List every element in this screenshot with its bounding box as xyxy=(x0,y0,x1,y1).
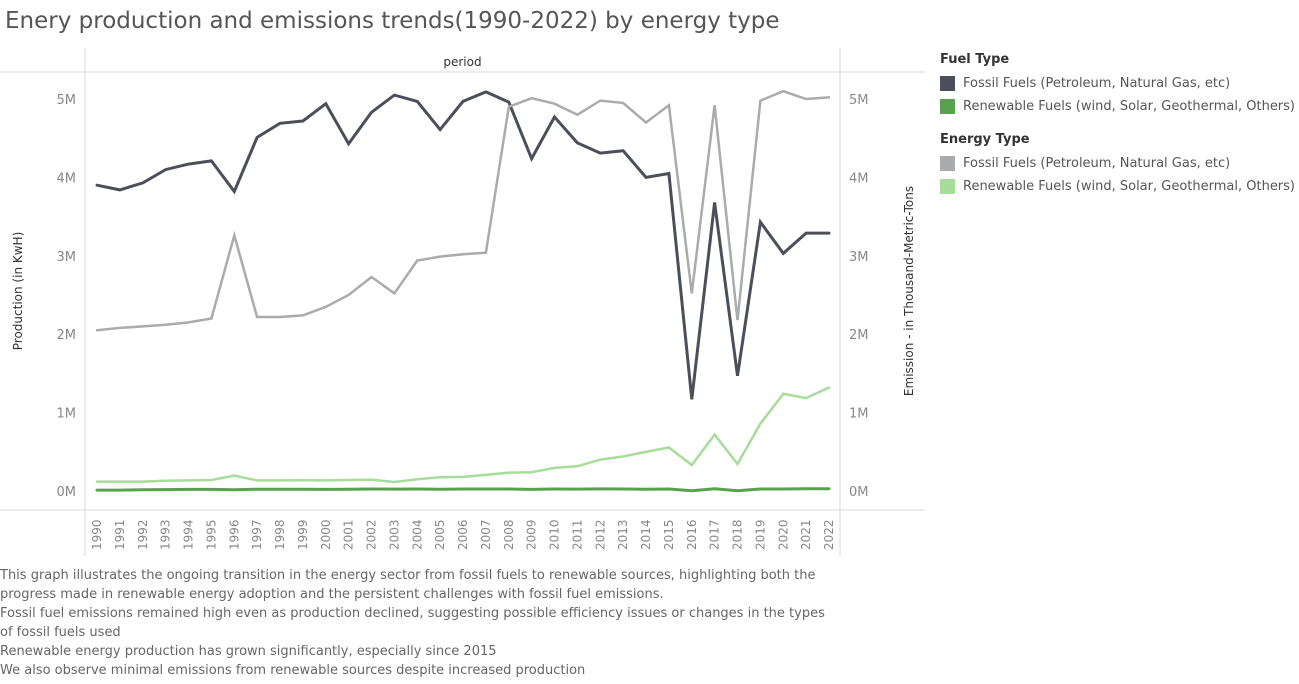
legend-title-fuel-type: Fuel Type xyxy=(940,52,1010,67)
x-tick-label: 2009 xyxy=(525,519,539,550)
caption-note: Fossil fuel emissions remained high even… xyxy=(0,606,825,640)
y-left-tick-label: 1M xyxy=(57,407,77,422)
x-tick-label: 2002 xyxy=(365,519,379,550)
caption-note: This graph illustrates the ongoing trans… xyxy=(0,568,816,602)
legend-item-fuel-fossil[interactable]: Fossil Fuels (Petroleum, Natural Gas, et… xyxy=(940,72,1295,95)
x-tick-label: 2003 xyxy=(387,519,401,550)
x-tick-label: 2020 xyxy=(776,519,790,550)
x-tick-label: 2021 xyxy=(799,519,813,550)
x-tick-label: 1994 xyxy=(182,519,196,550)
x-tick-label: 2012 xyxy=(593,519,607,550)
legend-label: Renewable Fuels (wind, Solar, Geothermal… xyxy=(963,179,1296,194)
legend-title-energy-type: Energy Type xyxy=(940,132,1030,147)
legend-item-energy-fossil[interactable]: Fossil Fuels (Petroleum, Natural Gas, et… xyxy=(940,152,1295,175)
x-tick-label: 2018 xyxy=(731,519,745,550)
y-right-tick-label: 5M xyxy=(849,93,869,108)
x-tick-label: 1998 xyxy=(273,519,287,550)
series-line-2[interactable] xyxy=(95,89,831,332)
x-tick-label: 1995 xyxy=(204,519,218,550)
x-tick-label: 2017 xyxy=(708,519,722,550)
x-tick-label: 1992 xyxy=(136,519,150,550)
x-tick-label: 2001 xyxy=(342,519,356,550)
x-tick-label: 2010 xyxy=(548,519,562,550)
caption-note: We also observe minimal emissions from r… xyxy=(0,663,586,678)
series-line-3[interactable] xyxy=(95,386,831,484)
legend-swatch xyxy=(940,99,955,114)
caption-note: Renewable energy production has grown si… xyxy=(0,644,497,659)
x-tick-label: 2008 xyxy=(502,519,516,550)
x-tick-label: 2019 xyxy=(753,519,767,550)
legend-group-fuel-type: Fuel Type Fossil Fuels (Petroleum, Natur… xyxy=(940,52,1295,118)
x-tick-label: 2016 xyxy=(685,519,699,550)
x-tick-label: 2005 xyxy=(433,519,447,550)
column-header: period xyxy=(443,55,481,69)
y-right-tick-label: 3M xyxy=(849,250,869,265)
legend-label: Fossil Fuels (Petroleum, Natural Gas, et… xyxy=(963,76,1231,91)
legend-item-fuel-renewable[interactable]: Renewable Fuels (wind, Solar, Geothermal… xyxy=(940,95,1295,118)
x-tick-label: 2022 xyxy=(822,519,836,550)
legend: Fuel Type Fossil Fuels (Petroleum, Natur… xyxy=(940,52,1295,198)
legend-swatch xyxy=(940,179,955,194)
y-right-tick-label: 4M xyxy=(849,171,869,186)
x-tick-label: 2015 xyxy=(662,519,676,550)
legend-label: Renewable Fuels (wind, Solar, Geothermal… xyxy=(963,99,1296,114)
x-tick-label: 2013 xyxy=(616,519,630,550)
legend-item-energy-renewable[interactable]: Renewable Fuels (wind, Solar, Geothermal… xyxy=(940,175,1295,198)
y-right-axis-title: Emission - in Thousand-Metric-Tons xyxy=(902,186,916,396)
x-tick-label: 1991 xyxy=(113,519,127,550)
x-tick-label: 1996 xyxy=(227,519,241,550)
legend-group-energy-type: Energy Type Fossil Fuels (Petroleum, Nat… xyxy=(940,132,1295,198)
y-left-tick-label: 3M xyxy=(57,250,77,265)
y-left-tick-label: 5M xyxy=(57,93,77,108)
x-tick-label: 1990 xyxy=(90,519,104,550)
y-right-tick-label: 2M xyxy=(849,328,869,343)
x-tick-label: 1999 xyxy=(296,519,310,550)
x-tick-label: 2004 xyxy=(410,519,424,550)
y-left-tick-label: 0M xyxy=(57,485,77,500)
y-left-axis-title: Production (in KwH) xyxy=(11,232,25,350)
x-tick-label: 2007 xyxy=(479,519,493,550)
x-tick-label: 2011 xyxy=(570,519,584,550)
legend-swatch xyxy=(940,76,955,91)
x-tick-label: 2014 xyxy=(639,519,653,550)
y-right-tick-label: 1M xyxy=(849,407,869,422)
y-right-tick-label: 0M xyxy=(849,485,869,500)
chart-area: period 0M 1M 2M 3M 4M 5M 0M 1M 2M 3M 4M 5M Production… xyxy=(0,48,925,556)
x-tick-label: 1997 xyxy=(250,519,264,550)
x-tick-label: 2006 xyxy=(456,519,470,550)
x-tick-label: 1993 xyxy=(159,519,173,550)
x-tick-label: 2000 xyxy=(319,519,333,550)
legend-swatch xyxy=(940,156,955,171)
y-left-tick-label: 4M xyxy=(57,171,77,186)
legend-label: Fossil Fuels (Petroleum, Natural Gas, et… xyxy=(963,156,1231,171)
series-line-1[interactable] xyxy=(95,487,831,493)
caption-notes: This graph illustrates the ongoing trans… xyxy=(0,566,840,680)
y-left-tick-label: 2M xyxy=(57,328,77,343)
series-line-0[interactable] xyxy=(95,90,831,400)
chart-title: Enery production and emissions trends(19… xyxy=(5,8,780,34)
